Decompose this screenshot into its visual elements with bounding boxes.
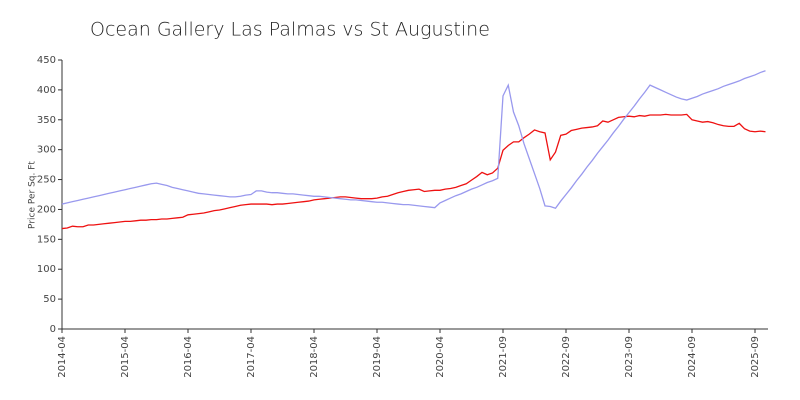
x-tick-label: 2017-04 <box>246 336 257 378</box>
x-tick-label: 2023-09 <box>624 336 635 378</box>
y-tick-label: 50 <box>43 294 56 305</box>
x-tick-label: 2021-09 <box>498 336 509 378</box>
chart-title: Ocean Gallery Las Palmas vs St Augustine <box>90 19 490 41</box>
y-tick-label: 450 <box>37 55 56 66</box>
y-tick-label: 250 <box>37 175 56 186</box>
y-axis-label: Price Per Sq. Ft <box>28 161 38 229</box>
x-tick-label: 2014-04 <box>57 336 68 378</box>
y-tick-label: 0 <box>50 324 56 335</box>
y-tick-label: 100 <box>37 264 56 275</box>
x-tick-label: 2015-04 <box>120 336 131 378</box>
data-line <box>61 113 766 230</box>
x-tick-label: 2025-09 <box>750 336 761 378</box>
y-tick-label: 150 <box>37 234 56 245</box>
x-tick-label: 2022-09 <box>561 336 572 378</box>
data-line <box>61 70 766 210</box>
x-tick-label: 2019-04 <box>372 336 383 378</box>
y-tick-label: 350 <box>37 115 56 126</box>
x-tick-label: 2018-04 <box>309 336 320 378</box>
x-tick-label: 2024-09 <box>687 336 698 378</box>
y-tick-label: 300 <box>37 145 56 156</box>
y-tick-label: 400 <box>37 85 56 96</box>
y-tick-label: 200 <box>37 204 56 215</box>
x-tick-label: 2016-04 <box>183 336 194 378</box>
x-tick-label: 2020-04 <box>435 336 446 378</box>
